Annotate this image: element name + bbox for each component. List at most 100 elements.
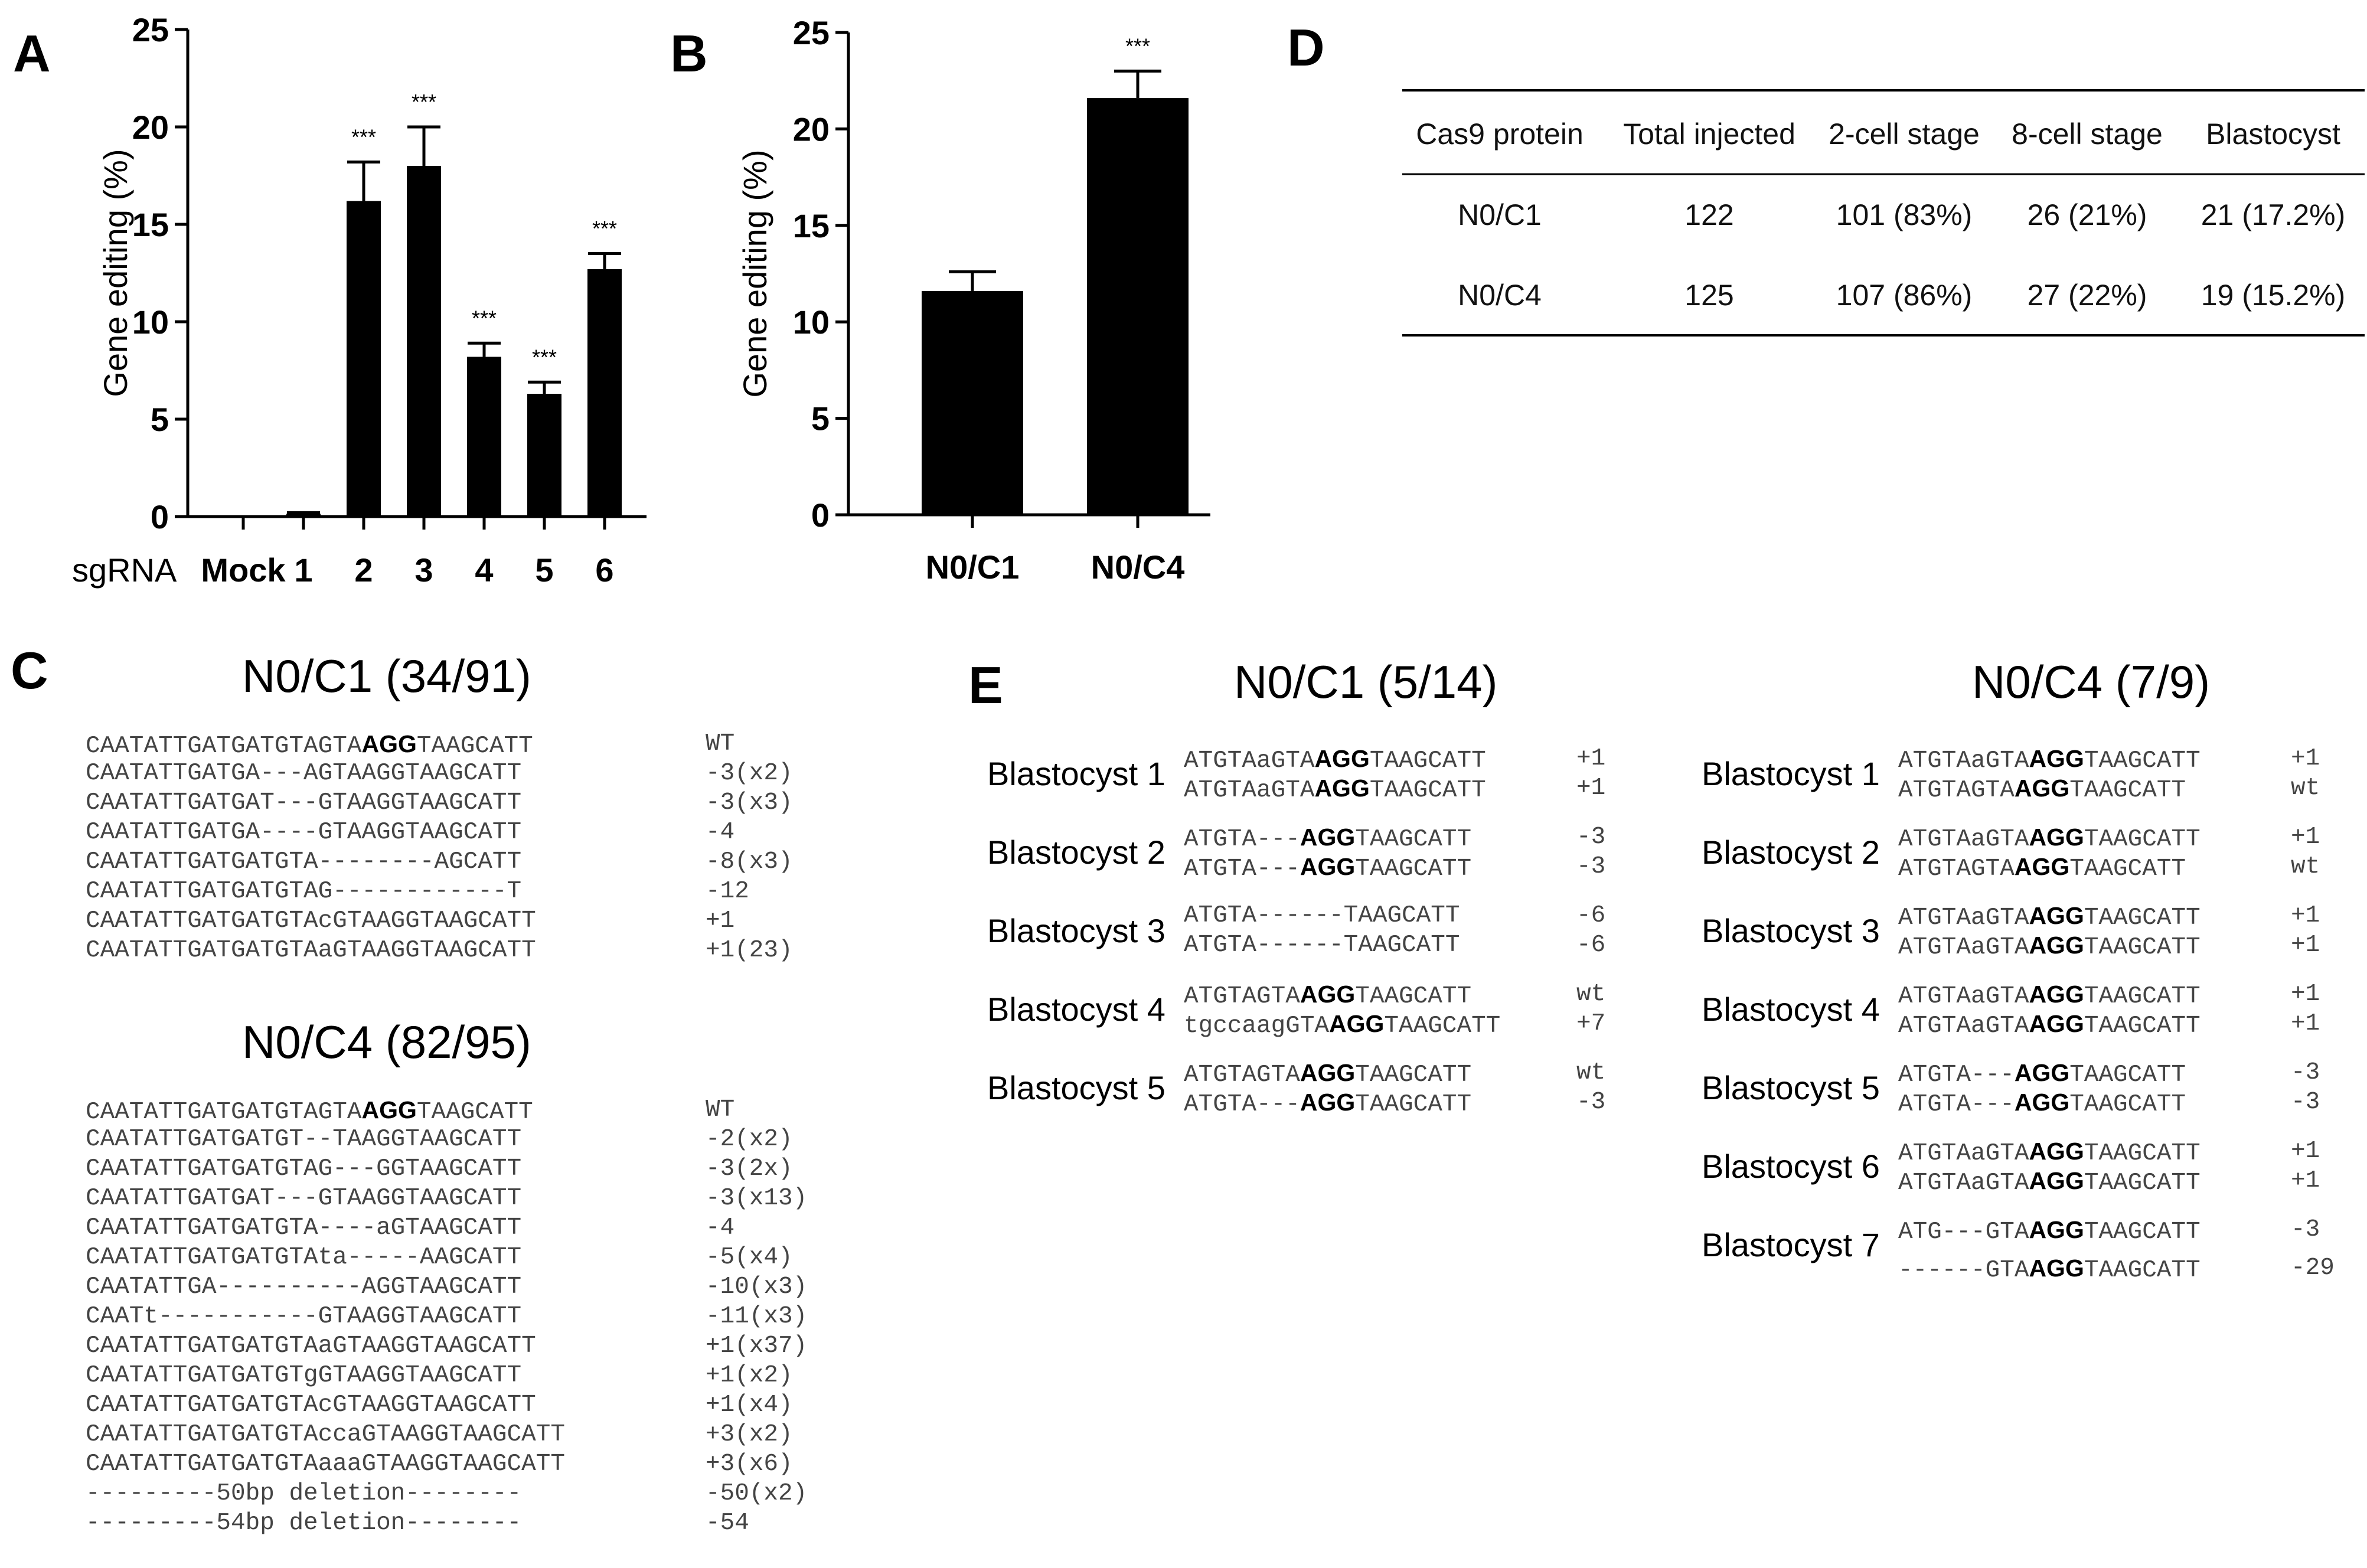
blastocyst-label: Blastocyst 4 <box>987 991 1165 1028</box>
sequence-text: TAAGCATT <box>1384 1012 1501 1040</box>
sequence-line: ATGTA---AGGTAAGCATT <box>1184 822 1644 854</box>
sequence-text: CAATATTGATGATGTAG------------T <box>86 878 522 905</box>
panel-e-group-title: N0/C1 (5/14) <box>1234 656 1498 708</box>
blastocyst-label: Blastocyst 3 <box>987 912 1165 949</box>
pam-sequence: AGG <box>1300 1089 1356 1116</box>
mutation-label: +1(23) <box>706 937 793 964</box>
sequence-text: TAAGCATT <box>2084 1257 2201 1284</box>
mutation-label: -3(x2) <box>706 760 793 787</box>
sequence-line: CAATATTGA----------AGGTAAGCATT <box>86 1272 942 1302</box>
sequence-line: ATGTAaGTAAGGTAAGCATT <box>1898 1166 2359 1198</box>
mutation-label: -3(x13) <box>706 1185 808 1212</box>
sequence-text: ATGTA--- <box>1184 1091 1300 1118</box>
y-axis-label: Gene editing (%) <box>736 149 773 397</box>
sequence-text: ATGTAaGTA <box>1898 1170 2029 1197</box>
sequence-text: ---------54bp deletion-------- <box>86 1510 522 1537</box>
sequence-row: CAATATTGATGAT---GTAAGGTAAGCATT -3(x13) <box>86 1184 942 1213</box>
sequence-line: ATGTA------TAAGCATT <box>1184 930 1644 960</box>
bar <box>1087 98 1189 515</box>
significance-label: *** <box>1125 34 1150 58</box>
sequence-line: CAATATTGATGATGTAta-----AAGCATT <box>86 1243 942 1272</box>
allele-mutation-label: wt <box>1576 1059 1606 1086</box>
significance-label: *** <box>532 345 557 369</box>
mutation-label: -2(x2) <box>706 1126 793 1153</box>
sequence-row: CAATATTGATGATGTA--------AGCATT -8(x3) <box>86 847 942 877</box>
chart-a-group: 0 5 10 15 20 25 Gene editing (%) Mock 1 *** 2 *** 3 *… <box>72 11 647 589</box>
allele-row: ATG---GTAAGGTAAGCATT -3 <box>1898 1215 2359 1246</box>
significance-label: *** <box>351 125 376 149</box>
category-label: 3 <box>414 551 433 589</box>
chart-b-group: 0 5 10 15 20 25 Gene editing (%) N0/C1 *** N0/C4 <box>736 14 1210 586</box>
allele-mutation-label: +1 <box>2291 932 2320 959</box>
sequence-text: TAAGCATT <box>1355 1061 1472 1089</box>
sequence-line: ATGTAGTAAGGTAAGCATT <box>1184 979 1644 1011</box>
mutation-label: +1(x2) <box>706 1362 793 1389</box>
sequence-line: ATGTAGTAAGGTAAGCATT <box>1898 773 2359 805</box>
sequence-text: TAAGCATT <box>1355 855 1472 883</box>
table-cell: 107 (86%) <box>1836 279 1973 312</box>
blastocyst-label: Blastocyst 5 <box>1702 1069 1880 1106</box>
panel-letter-a: A <box>13 24 51 83</box>
sequence-text: TAAGCATT <box>2069 855 2186 883</box>
table-header-cell: 2-cell stage <box>1829 117 1980 151</box>
allele-mutation-label: -6 <box>1576 902 1606 929</box>
sequence-row: CAATATTGATGATGTAG---GGTAAGCATT -3(2x) <box>86 1154 942 1184</box>
panel-letter-e: E <box>968 656 1003 714</box>
sequence-text: ------GTA <box>1898 1257 2029 1284</box>
sequence-row: CAATATTGATGATGTAcGTAAGGTAAGCATT +1(x4) <box>86 1390 942 1420</box>
sequence-line: CAATATTGATGATGTA----aGTAAGCATT <box>86 1213 942 1243</box>
blastocyst-row: Blastocyst 2 ATGTAaGTAAGGTAAGCATT +1 ATGTAG… <box>1695 822 2356 887</box>
sequence-text: TAAGCATT <box>2084 1170 2201 1197</box>
table-cell: 27 (22%) <box>2027 279 2147 312</box>
mutation-label: +1(x4) <box>706 1391 793 1419</box>
sequence-line: ATGTAaGTAAGGTAAGCATT <box>1898 930 2359 962</box>
bar <box>587 269 622 517</box>
allele-mutation-label: -3 <box>2291 1089 2320 1116</box>
blastocyst-row: Blastocyst 7 ATG---GTAAGGTAAGCATT -3 ------… <box>1695 1215 2359 1284</box>
allele-row: ATGTA---AGGTAAGCATT -3 <box>1898 1087 2359 1119</box>
allele-mutation-label: +1 <box>1576 775 1606 802</box>
pam-sequence: AGG <box>2014 1089 2070 1116</box>
pam-sequence: AGG <box>1300 824 1356 851</box>
pam-sequence: AGG <box>2029 1255 2084 1282</box>
sequence-text: ATGTA--- <box>1898 1091 2015 1118</box>
sequence-line: ATGTAaGTAAGGTAAGCATT <box>1184 773 1644 805</box>
sequence-line: ATGTA---AGGTAAGCATT <box>1898 1087 2359 1119</box>
blastocyst-row: Blastocyst 6 ATGTAaGTAAGGTAAGCATT +1 ATGTAa… <box>1695 1136 2356 1201</box>
sequence-row: CAATATTGATGATGT--TAAGGTAAGCATT -2(x2) <box>86 1125 942 1154</box>
sequence-text: CAATATTGATGAT---GTAAGGTAAGCATT <box>86 789 522 816</box>
allele-row: ATGTAGTAAGGTAAGCATT wt <box>1184 979 1644 1011</box>
y-axis-label: Gene editing (%) <box>97 149 134 397</box>
allele-mutation-label: wt <box>2291 775 2320 802</box>
blastocyst-row: Blastocyst 3 ATGTA------TAAGCATT -6 ATGTA--… <box>980 901 1641 966</box>
sequence-text: TAAGCATT <box>2084 934 2201 961</box>
sequence-row: CAATATTGATGAT---GTAAGGTAAGCATT -3(x3) <box>86 788 942 818</box>
sequence-line: CAATATTGATGAT---GTAAGGTAAGCATT <box>86 1184 942 1213</box>
sequence-line: CAATATTGATGAT---GTAAGGTAAGCATT <box>86 788 942 818</box>
blastocyst-label: Blastocyst 1 <box>987 755 1165 792</box>
allele-row: ATGTAaGTAAGGTAAGCATT +1 <box>1184 744 1644 775</box>
sequence-line: ---------50bp deletion-------- <box>86 1479 942 1508</box>
sequence-text: ---------50bp deletion-------- <box>86 1480 522 1507</box>
bar <box>467 357 501 517</box>
sequence-text: TAAGCATT <box>2084 904 2201 932</box>
sequence-line: CAATATTGATGATGTAaGTAAGGTAAGCATT <box>86 936 942 965</box>
sequence-text: CAATATTGATGATGTgGTAAGGTAAGCATT <box>86 1362 522 1389</box>
pam-sequence: AGG <box>2014 853 2070 880</box>
sequence-text: CAATATTGATGA---AGTAAGGTAAGCATT <box>86 760 522 787</box>
sequence-text: ATGTA--- <box>1184 826 1300 853</box>
category-label: 6 <box>595 551 613 589</box>
y-tick-label: 0 <box>151 498 169 535</box>
y-tick-label: 10 <box>793 303 830 341</box>
sequence-row: CAATATTGATGATGTAGTAAGGTAAGCATT WT <box>86 729 942 760</box>
mutation-label: -3(x3) <box>706 789 793 816</box>
pam-sequence: AGG <box>361 730 417 757</box>
sequence-line: ---------54bp deletion-------- <box>86 1508 942 1538</box>
allele-mutation-label: +1 <box>2291 1167 2320 1194</box>
mutation-label: +1(x37) <box>706 1332 808 1360</box>
pam-sequence: AGG <box>2029 1167 2084 1194</box>
panel-letter-b: B <box>670 24 708 83</box>
sequence-text: ATGTAaGTA <box>1184 747 1315 775</box>
pam-sequence: AGG <box>2029 824 2084 851</box>
sequence-text: CAATATTGATGATGTAG---GGTAAGCATT <box>86 1155 522 1182</box>
